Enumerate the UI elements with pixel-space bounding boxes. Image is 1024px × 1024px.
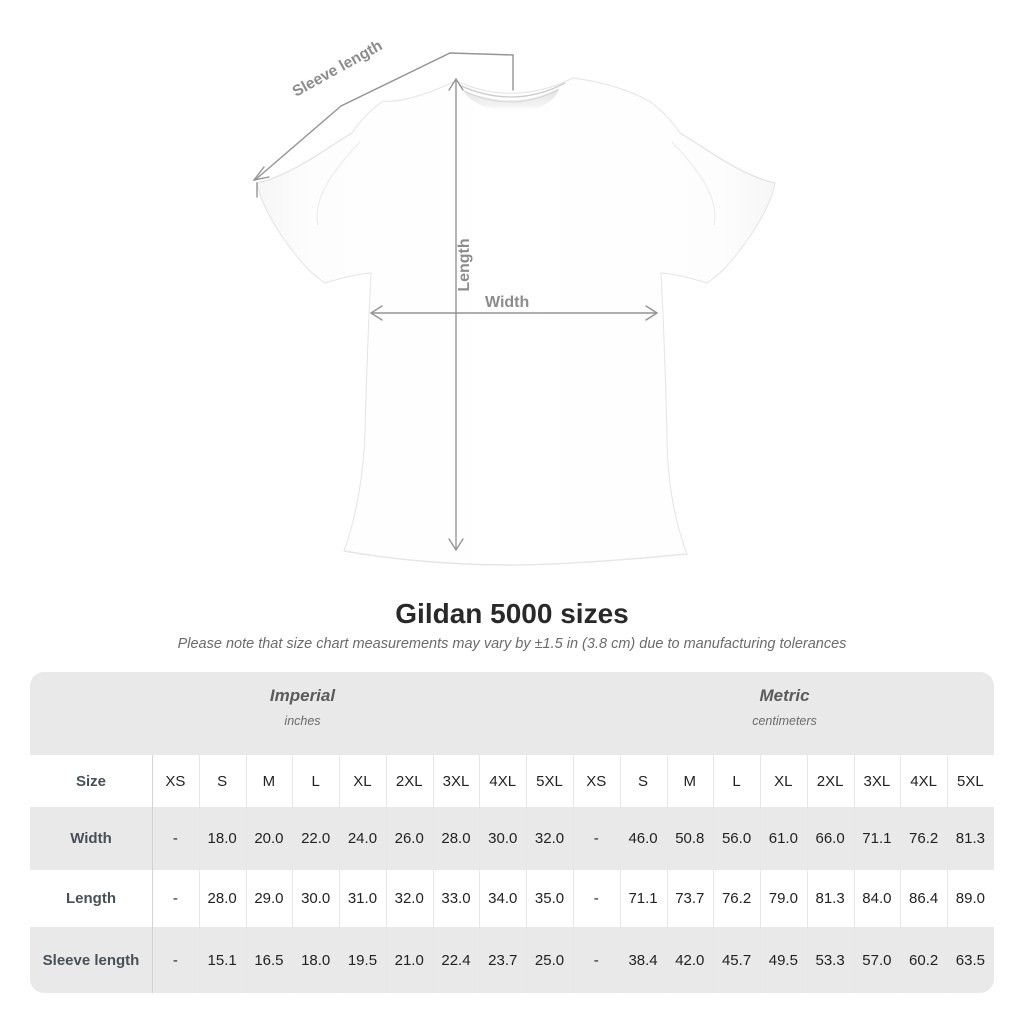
svg-text:Length: Length [456, 238, 473, 291]
svg-text:Width: Width [485, 294, 529, 311]
